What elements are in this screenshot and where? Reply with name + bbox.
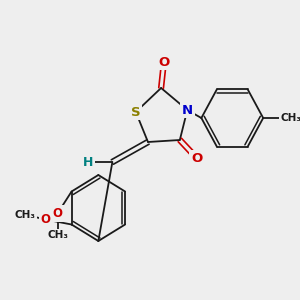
- Text: O: O: [40, 213, 50, 226]
- Text: H: H: [83, 155, 93, 169]
- Text: CH₃: CH₃: [47, 230, 68, 241]
- Text: CH₃: CH₃: [14, 209, 35, 220]
- Text: N: N: [182, 103, 193, 116]
- Text: CH₃: CH₃: [281, 113, 300, 123]
- Text: O: O: [52, 207, 62, 220]
- Text: S: S: [131, 106, 141, 118]
- Text: O: O: [158, 56, 169, 68]
- Text: O: O: [191, 152, 202, 164]
